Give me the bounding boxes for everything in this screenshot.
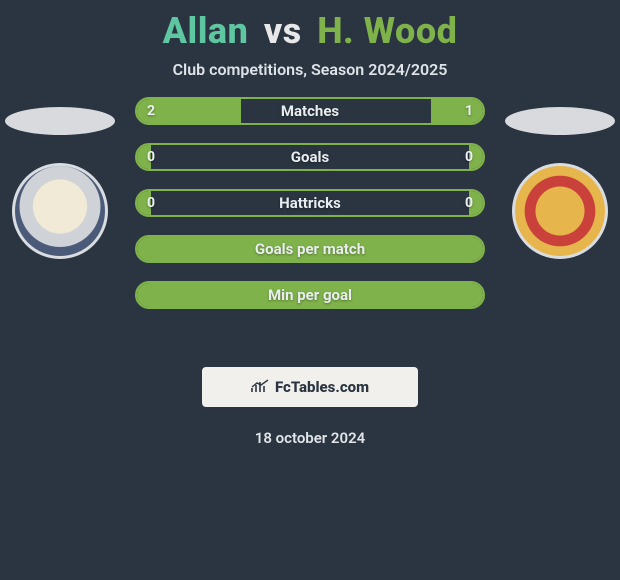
stat-bar: 0 0 Hattricks [135, 189, 485, 217]
stat-value-left: 2 [147, 103, 155, 119]
stat-bar: 2 1 Matches [135, 97, 485, 125]
stat-bar: Goals per match [135, 235, 485, 263]
stats-stage: 21Matches00Goals00HattricksGoals per mat… [0, 107, 620, 357]
player2-avatar-placeholder [505, 107, 615, 135]
stat-value-left: 0 [147, 195, 155, 211]
watermark-text: FcTables.com [275, 378, 369, 396]
player1-column [0, 107, 120, 259]
watermark: FcTables.com [202, 367, 418, 407]
stat-bar: 0 0 Goals [135, 143, 485, 171]
subtitle: Club competitions, Season 2024/2025 [0, 60, 620, 79]
stat-bar: Min per goal [135, 281, 485, 309]
player2-column [500, 107, 620, 259]
stat-value-left: 0 [147, 149, 155, 165]
stat-label: Min per goal [268, 286, 352, 304]
vs-label: vs [264, 10, 302, 52]
page-title: Allan vs H. Wood [0, 10, 620, 52]
stat-value-right: 1 [465, 103, 473, 119]
date-label: 18 october 2024 [0, 429, 620, 447]
stat-label: Goals per match [255, 240, 365, 258]
player2-club-badge [512, 163, 608, 259]
player1-club-badge [12, 163, 108, 259]
chart-icon [251, 378, 269, 397]
player1-avatar-placeholder [5, 107, 115, 135]
stat-label: Matches [281, 102, 339, 120]
player1-name: Allan [163, 10, 249, 52]
stat-label: Goals [291, 148, 329, 166]
stat-label: Hattricks [279, 194, 341, 212]
stat-value-right: 0 [465, 149, 473, 165]
comparison-card: Allan vs H. Wood Club competitions, Seas… [0, 0, 620, 447]
stat-bars: 2 1 Matches 0 0 Goals 0 0 Hattricks Goals per mat… [135, 97, 485, 309]
player2-name: H. Wood [317, 10, 457, 52]
bar-fill-right [431, 99, 483, 123]
stat-value-right: 0 [465, 195, 473, 211]
